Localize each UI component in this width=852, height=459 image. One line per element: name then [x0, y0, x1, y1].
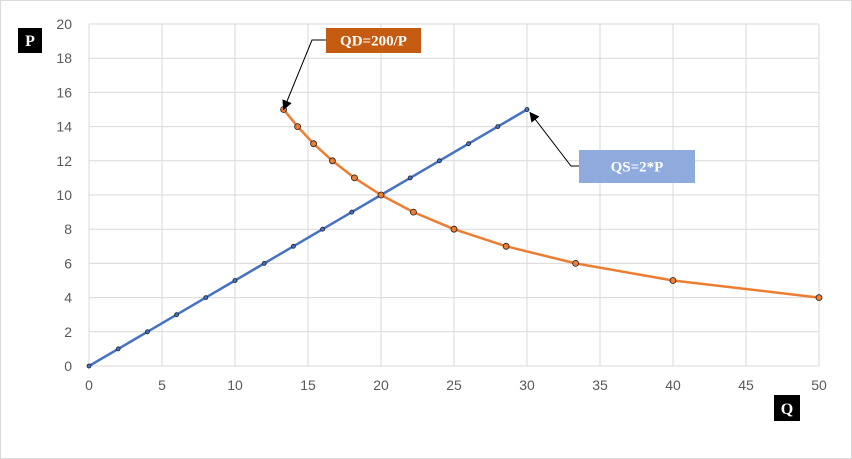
data-point: [261, 260, 267, 266]
data-point: [349, 209, 355, 215]
x-tick-label: 50: [811, 377, 827, 393]
x-tick-label: 45: [738, 377, 754, 393]
annotations: QD=200/P QS=2*P: [282, 28, 695, 183]
y-tick-label: 4: [64, 290, 72, 306]
callout-box: [326, 28, 421, 53]
y-tick-label: 10: [56, 187, 72, 203]
data-point: [310, 140, 317, 148]
data-point: [174, 312, 180, 318]
data-point: [450, 225, 458, 233]
data-point: [328, 157, 336, 165]
x-tick-label: 0: [85, 377, 93, 393]
y-tick-label: 2: [64, 324, 72, 340]
data-point: [232, 278, 238, 283]
y-tick-label: 8: [64, 221, 72, 237]
x-tick-label: 40: [665, 377, 681, 393]
y-tick-label: 12: [56, 153, 72, 169]
callout-label: QS=2*P: [611, 160, 664, 176]
data-point: [203, 295, 209, 301]
data-point: [290, 243, 296, 249]
x-tick-label: 20: [373, 377, 389, 393]
data-point: [144, 329, 150, 335]
callout-label: QD=200/P: [340, 34, 407, 50]
data-point: [351, 174, 358, 182]
y-tick-label: 16: [56, 84, 72, 100]
x-tick-label: 25: [446, 377, 462, 393]
data-point: [410, 208, 417, 216]
data-point: [572, 259, 580, 267]
x-tick-label: 5: [158, 377, 166, 393]
callout-box: [579, 150, 695, 183]
x-tick-label: 35: [592, 377, 608, 393]
y-tick-label: 14: [56, 119, 72, 135]
data-point: [377, 191, 385, 199]
data-point: [86, 363, 92, 369]
data-point: [466, 141, 472, 147]
x-axis-tag-text: Q: [781, 401, 793, 418]
tick-labels: 0 5 10 15 20 25 30 35 40 45 50 0 2 4 6 8 10 12 14 16 18 20: [56, 16, 827, 393]
data-point: [436, 158, 442, 164]
data-point: [407, 175, 413, 181]
data-point: [815, 294, 823, 302]
data-point: [669, 277, 677, 284]
data-point: [320, 226, 326, 232]
y-tick-label: 0: [64, 358, 72, 374]
y-axis-tag-text: P: [25, 33, 35, 50]
y-tick-label: 20: [56, 16, 72, 32]
callout-leader-arrow: [529, 111, 579, 167]
series-line-1: [282, 108, 821, 299]
series-lines: [86, 106, 823, 369]
y-tick-label: 6: [64, 255, 72, 271]
callout-leader-arrow: [282, 39, 326, 111]
x-tick-label: 15: [300, 377, 316, 393]
y-axis-tag: P: [18, 28, 42, 53]
data-point: [502, 242, 510, 250]
data-point: [524, 107, 530, 112]
gridlines: [88, 23, 820, 367]
data-point: [495, 124, 501, 129]
x-axis-tag: Q: [774, 395, 800, 421]
data-point: [294, 123, 302, 130]
x-tick-label: 30: [519, 377, 535, 393]
series-line-0: [87, 108, 529, 368]
data-point: [115, 346, 121, 352]
y-tick-label: 18: [56, 50, 72, 66]
x-tick-label: 10: [227, 377, 243, 393]
